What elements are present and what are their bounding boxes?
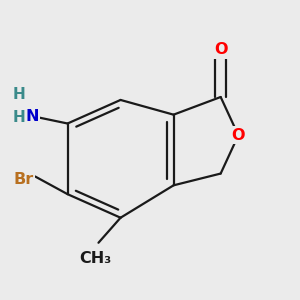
Text: H: H (13, 87, 25, 102)
Text: Br: Br (13, 172, 34, 187)
Text: N: N (26, 109, 39, 124)
Text: O: O (214, 42, 227, 57)
Text: O: O (232, 128, 245, 143)
Text: H: H (13, 110, 25, 125)
Text: CH₃: CH₃ (80, 251, 112, 266)
